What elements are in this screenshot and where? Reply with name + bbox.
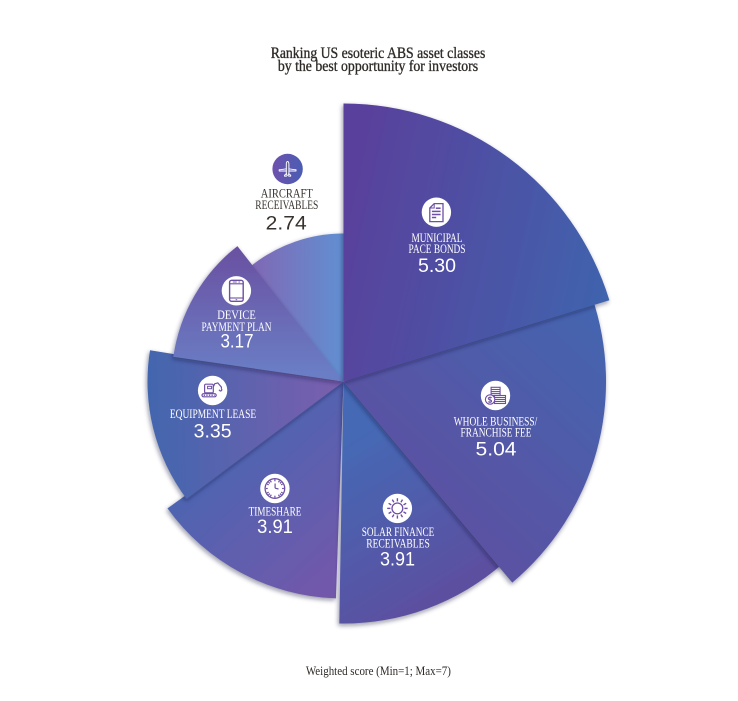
- svg-text:MUNICIPAL: MUNICIPAL: [412, 231, 463, 245]
- svg-text:WHOLE BUSINESS/: WHOLE BUSINESS/: [454, 414, 538, 428]
- svg-text:EQUIPMENT LEASE: EQUIPMENT LEASE: [170, 407, 257, 421]
- svg-text:3.35: 3.35: [194, 420, 232, 442]
- svg-text:PACE BONDS: PACE BONDS: [409, 242, 466, 256]
- svg-text:5.04: 5.04: [476, 439, 517, 461]
- svg-text:DEVICE: DEVICE: [217, 308, 256, 322]
- svg-text:AIRCRAFT: AIRCRAFT: [261, 187, 313, 201]
- svg-text:3.91: 3.91: [380, 548, 415, 570]
- svg-text:2.74: 2.74: [266, 213, 307, 235]
- svg-text:PAYMENT PLAN: PAYMENT PLAN: [202, 320, 272, 334]
- svg-text:5.30: 5.30: [418, 255, 456, 277]
- svg-text:RECEIVABLES: RECEIVABLES: [366, 537, 430, 551]
- svg-text:by the best opportunity for in: by the best opportunity for investors: [278, 58, 478, 75]
- svg-text:RECEIVABLES: RECEIVABLES: [255, 198, 318, 212]
- svg-text:FRANCHISE FEE: FRANCHISE FEE: [461, 425, 532, 439]
- svg-text:SOLAR FINANCE: SOLAR FINANCE: [362, 525, 435, 539]
- svg-text:3.91: 3.91: [257, 516, 293, 538]
- svg-text:3.17: 3.17: [221, 331, 254, 353]
- svg-text:Weighted score (Min=1; Max=7): Weighted score (Min=1; Max=7): [306, 663, 451, 678]
- svg-text:TIMESHARE: TIMESHARE: [249, 505, 302, 519]
- svg-text:Ranking US esoteric ABS asset: Ranking US esoteric ABS asset classes: [271, 45, 486, 62]
